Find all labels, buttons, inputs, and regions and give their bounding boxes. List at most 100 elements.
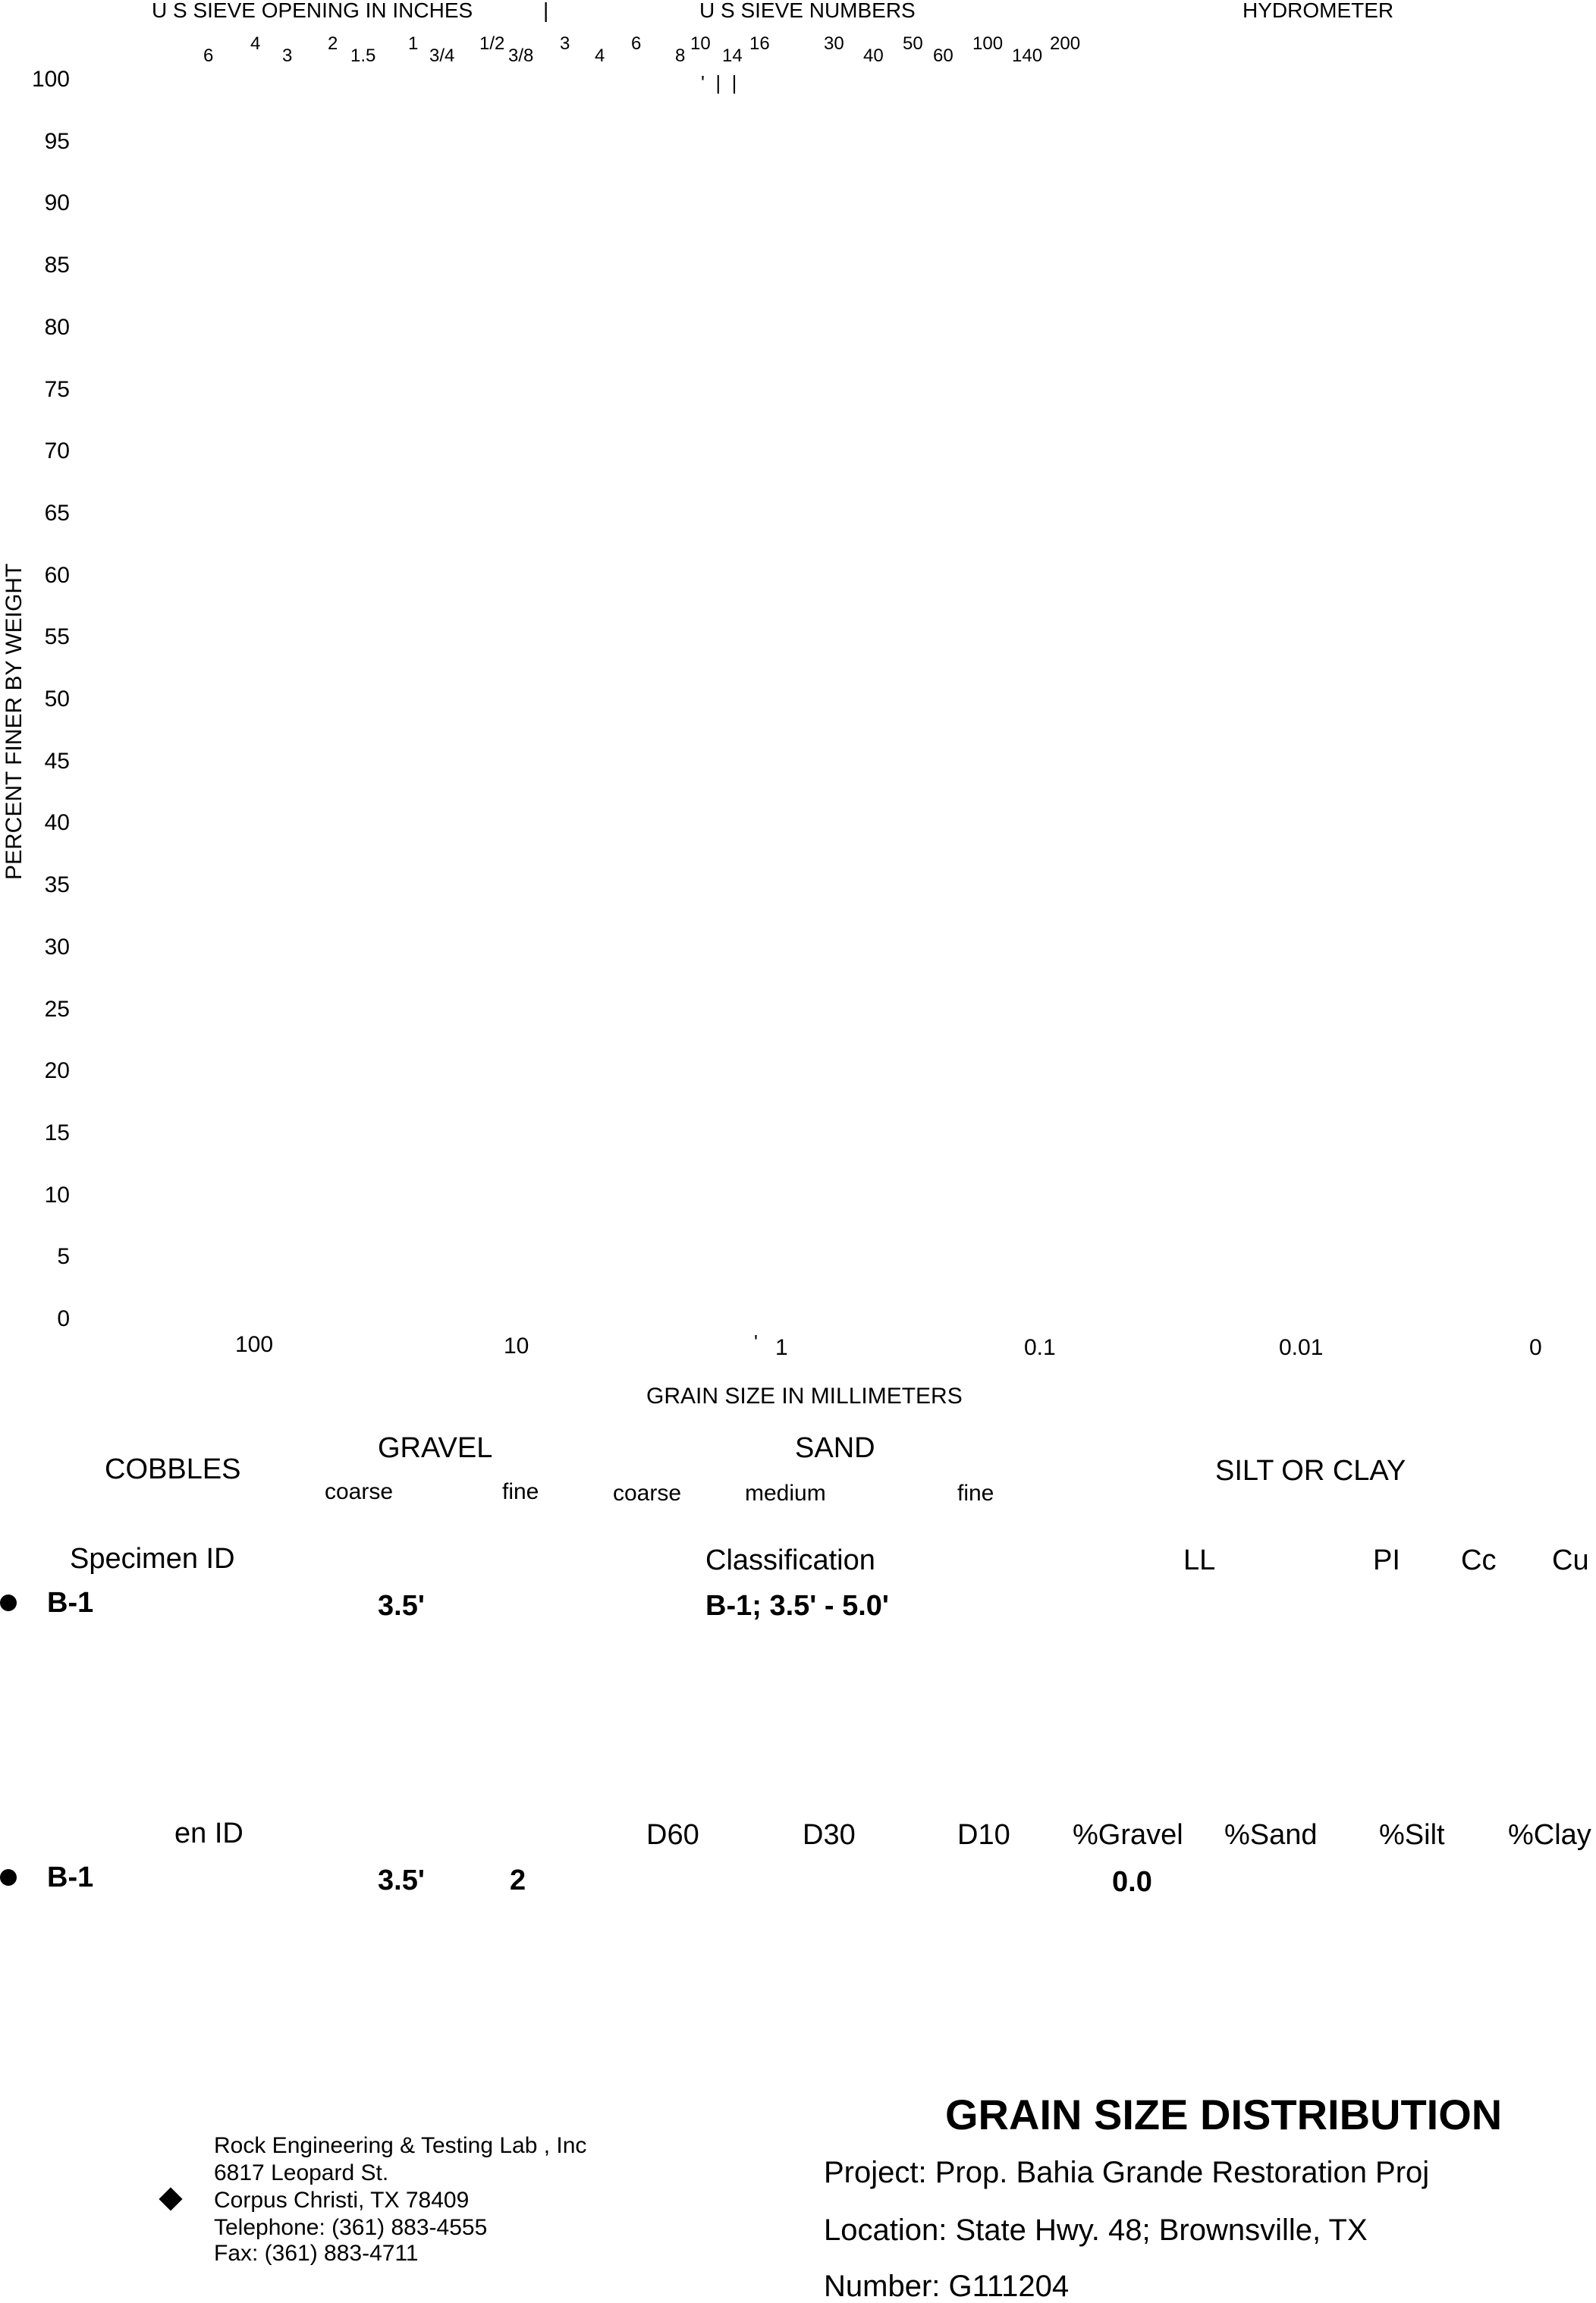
table2-row-depth: 3.5' [378,1865,425,1896]
sieve-number-label: 8 [675,46,686,66]
y-tick-label: 65 [44,501,70,526]
sieve-number-label: 4 [595,46,605,66]
sieve-number-label: 200 [1050,33,1081,54]
y-tick-label: 40 [44,810,70,835]
table2-header-clay: %Clay [1508,1819,1591,1851]
table2-row-gravel: 0.0 [1112,1866,1152,1898]
table2-header-gravel: %Gravel [1073,1819,1183,1851]
x-tick-label: 0 [1529,1335,1542,1360]
tick-mark: ' | | [701,71,737,94]
lab-phone: Telephone: (361) 883-4555 [214,2215,488,2240]
sieve-opening-label: 1/2 [479,33,505,54]
y-tick-label: 35 [44,872,70,897]
silt-clay-label: SILT OR CLAY [1215,1455,1406,1487]
table2-header-silt: %Silt [1379,1819,1445,1851]
y-tick-label: 75 [44,377,70,402]
y-tick-label: 60 [44,563,70,588]
x-axis-label: GRAIN SIZE IN MILLIMETERS [646,1384,963,1409]
table1-header-cu: Cu [1552,1544,1589,1576]
y-tick-label: 45 [44,749,70,774]
sieve-number-label: 140 [1012,46,1043,66]
y-tick-label: 80 [44,315,70,340]
table1-header-ll: LL [1183,1544,1216,1576]
lab-logo-icon [159,2187,183,2211]
sieve-opening-label: 1.5 [350,46,376,66]
tick-mark: ' [754,1331,758,1353]
gravel-fine-label: fine [502,1479,539,1504]
sieve-number-label: 50 [903,33,923,54]
cobbles-label: COBBLES [105,1453,241,1485]
sand-fine-label: fine [957,1481,994,1506]
table2-header-sand: %Sand [1224,1819,1318,1851]
sieve-number-label: 30 [824,33,844,54]
sieve-opening-label: 3 [560,33,570,54]
table2-row-dmax: 2 [510,1865,526,1896]
specimen-marker-icon [0,1869,17,1886]
sieve-number-label: 60 [933,46,954,66]
sieve-number-label: 40 [863,46,884,66]
table2-row-id: B-1 [47,1862,94,1893]
y-tick-label: 55 [44,624,70,649]
sieve-opening-label: 3/8 [508,46,534,66]
report-number: Number: G111204 [824,2270,1070,2303]
sieve-numbers-header: U S SIEVE NUMBERS [699,0,916,22]
sieve-opening-label: 6 [203,46,214,66]
table1-header-cc: Cc [1461,1544,1497,1576]
y-tick-label: 85 [44,253,70,278]
sieve-opening-label: 2 [328,33,338,54]
table2-header-d30: D30 [803,1819,856,1851]
table1-header-classification: Classification [705,1544,875,1576]
x-tick-label: 0.01 [1279,1335,1324,1360]
table2-header-d60: D60 [646,1819,699,1851]
sieve-number-label: 100 [972,33,1004,54]
header-separator: | [543,0,549,22]
table2-header-id: en ID [174,1818,243,1849]
sieve-opening-label: 3/4 [429,46,455,66]
y-tick-label: 50 [44,687,70,712]
x-tick-label: 10 [504,1334,529,1359]
y-tick-label: 70 [44,438,70,463]
y-tick-label: 15 [44,1120,70,1145]
y-axis-label: PERCENT FINER BY WEIGHT [2,563,27,880]
sand-coarse-label: coarse [613,1481,682,1506]
report-title: GRAIN SIZE DISTRIBUTION [945,2091,1503,2138]
y-tick-label: 20 [44,1058,70,1083]
x-tick-label: 1 [775,1335,788,1360]
table1-row-classification: B-1; 3.5' - 5.0' [705,1590,889,1622]
table1-header-specimen-id: Specimen ID [70,1543,235,1575]
lab-fax: Fax: (361) 883-4711 [214,2241,419,2266]
lab-street: 6817 Leopard St. [214,2160,389,2185]
lab-city: Corpus Christi, TX 78409 [214,2188,470,2213]
table1-row-id: B-1 [47,1587,94,1619]
y-tick-label: 25 [44,997,70,1022]
sand-medium-label: medium [745,1481,826,1506]
specimen-marker-icon [0,1595,17,1611]
x-tick-label: 0.1 [1024,1335,1056,1360]
sieve-opening-header: U S SIEVE OPENING IN INCHES [152,0,473,22]
y-tick-label: 95 [44,129,70,154]
report-location: Location: State Hwy. 48; Brownsville, TX [824,2213,1368,2247]
y-tick-label: 0 [57,1306,70,1331]
y-tick-label: 30 [44,935,70,960]
sieve-number-label: 16 [749,33,770,54]
sieve-opening-label: 3 [282,46,293,66]
table1-header-pi: PI [1373,1544,1400,1576]
lab-name: Rock Engineering & Testing Lab , Inc [214,2133,587,2158]
sieve-number-label: 10 [690,33,711,54]
sieve-number-label: 14 [722,46,743,66]
y-tick-label: 90 [44,190,70,215]
y-tick-label: 5 [57,1244,70,1269]
y-tick-label: 10 [44,1183,70,1208]
sand-label: SAND [795,1432,875,1464]
sieve-opening-label: 1 [408,33,419,54]
table1-row-depth: 3.5' [378,1590,425,1622]
gravel-coarse-label: coarse [325,1479,394,1504]
x-tick-label: 100 [235,1332,274,1357]
sieve-opening-label: 4 [250,33,261,54]
report-project: Project: Prop. Bahia Grande Restoration … [824,2156,1430,2189]
gravel-label: GRAVEL [378,1432,493,1464]
y-tick-label: 100 [31,67,70,92]
hydrometer-header: HYDROMETER [1243,0,1394,22]
sieve-number-label: 6 [631,33,642,54]
